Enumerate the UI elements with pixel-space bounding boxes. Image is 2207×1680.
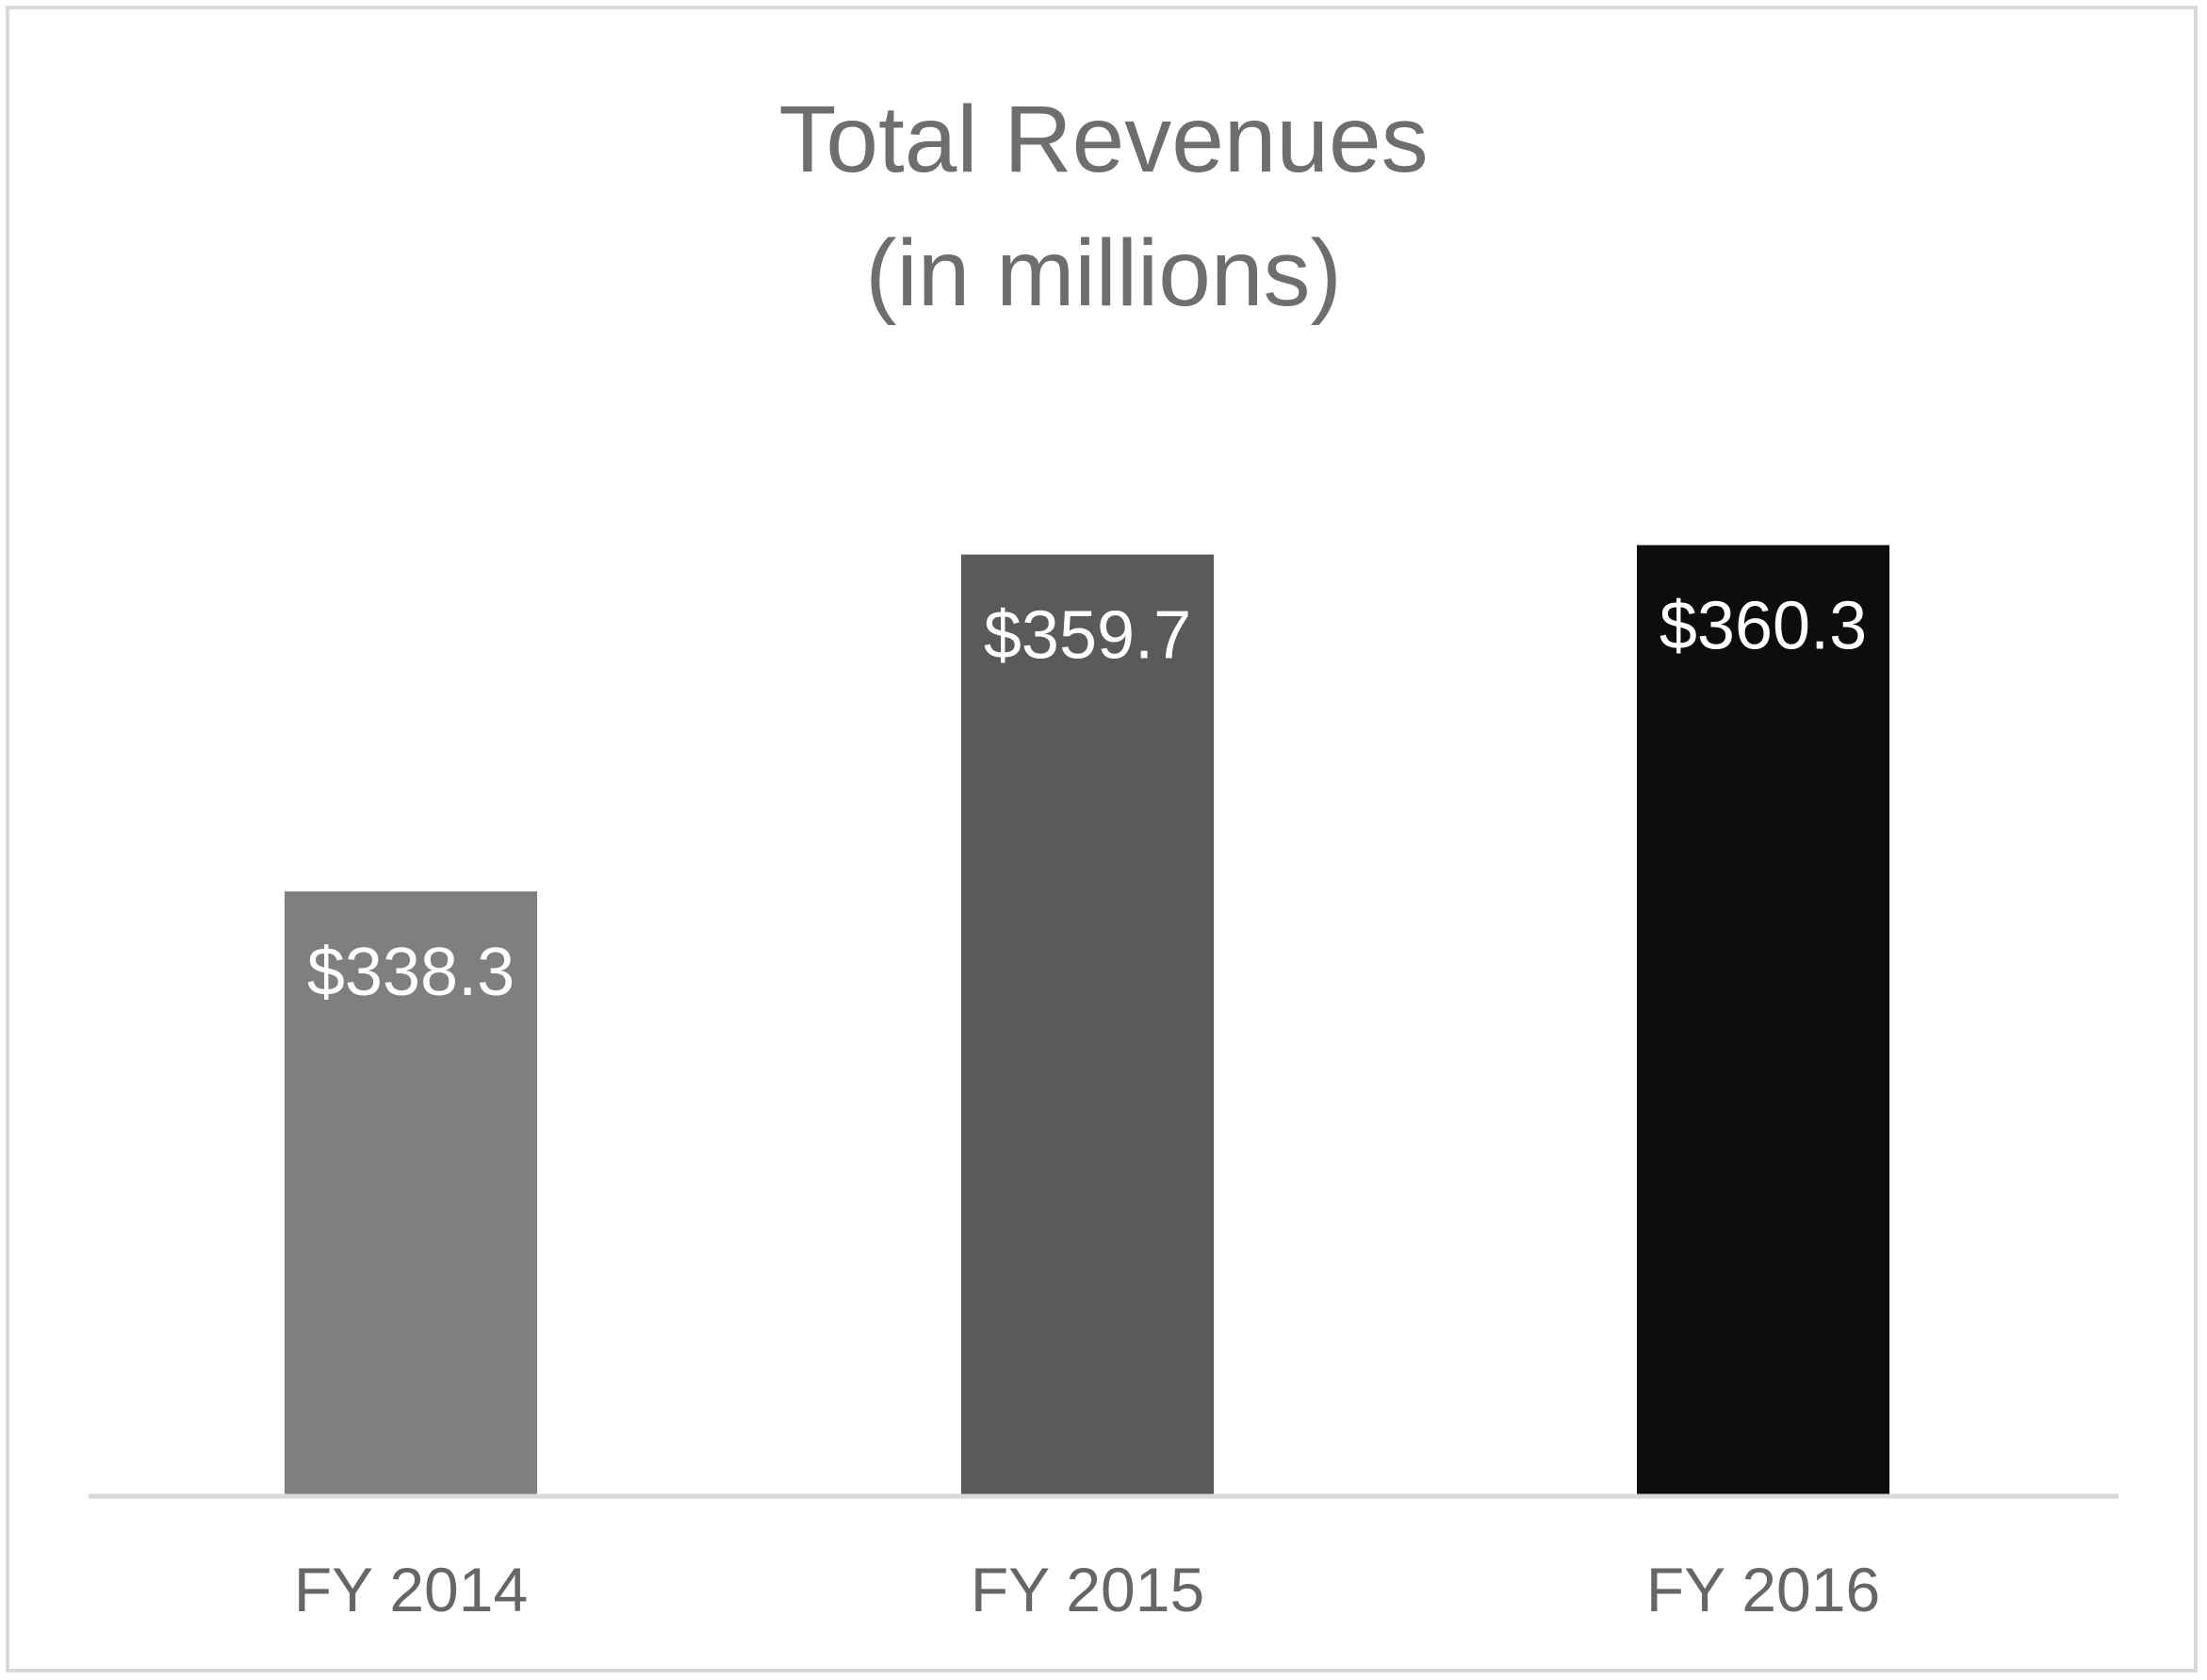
x-tick-label-fy-2016: FY 2016 bbox=[1646, 1555, 1880, 1624]
chart-subtitle: (in millions) bbox=[865, 220, 1342, 326]
x-tick-label-fy-2015: FY 2015 bbox=[971, 1555, 1204, 1624]
data-label-fy-2016: $360.3 bbox=[1659, 589, 1867, 664]
data-label-fy-2015: $359.7 bbox=[984, 598, 1191, 674]
x-tick-labels: FY 2014 FY 2015 FY 2016 bbox=[294, 1555, 1880, 1624]
bar-fy-2014 bbox=[285, 891, 537, 1494]
chart-title: Total Revenues bbox=[778, 87, 1428, 192]
bar-fy-2016 bbox=[1637, 545, 1889, 1494]
x-tick-label-fy-2014: FY 2014 bbox=[294, 1555, 528, 1624]
bar-fy-2015 bbox=[961, 554, 1214, 1494]
bars-layer: $338.3 $359.7 $360.3 bbox=[285, 545, 1889, 1494]
data-label-fy-2014: $338.3 bbox=[307, 935, 515, 1010]
